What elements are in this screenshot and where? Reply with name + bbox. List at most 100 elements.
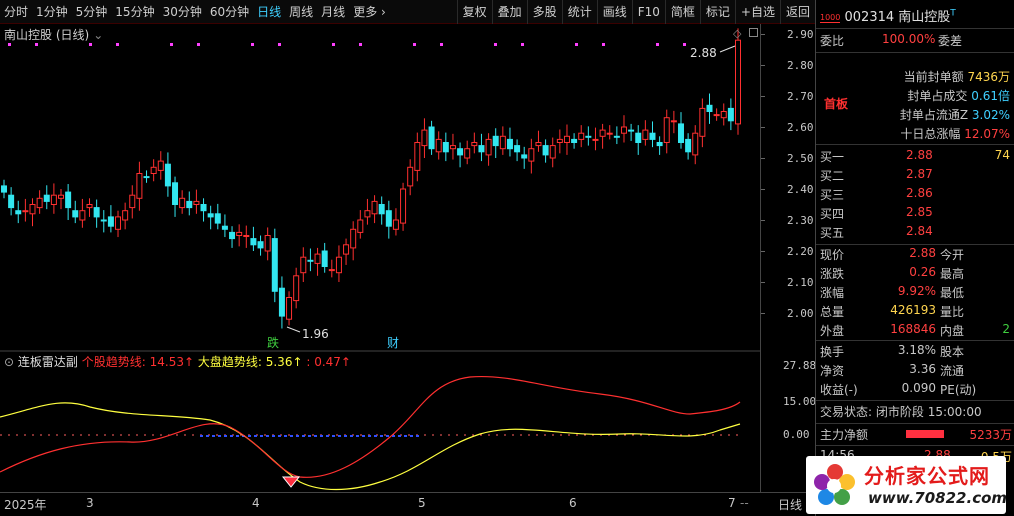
mark-button[interactable]: 标记 xyxy=(699,0,735,24)
scroll-handle[interactable]: -- xyxy=(740,496,749,510)
candle xyxy=(58,194,65,199)
period-label[interactable]: 日线 xyxy=(778,498,803,512)
candle xyxy=(428,126,435,150)
bid-label: 买一 xyxy=(820,150,845,164)
period-tab-fenshi[interactable]: 分时 xyxy=(4,4,29,19)
first-board-tag: 首板 xyxy=(824,97,849,111)
bid-price: 2.87 xyxy=(906,167,933,181)
bid-row[interactable]: 买一 2.88 74 xyxy=(820,148,1010,166)
signal-dot xyxy=(332,43,335,46)
stat-row: 封单占流通Z 3.02% xyxy=(876,106,1010,125)
candle xyxy=(207,213,214,218)
period-tab-15min[interactable]: 15分钟 xyxy=(115,4,155,19)
net-flow-label: 主力净额 xyxy=(820,428,869,442)
period-tab-daily[interactable]: 日线 xyxy=(257,4,282,19)
stat-row: 封单占成交 0.61倍 xyxy=(876,87,1010,106)
price-axis: 2.90 2.80 2.70 2.60 2.50 2.40 2.30 2.20 2.10 2.00 xyxy=(760,24,815,354)
chevron-right-icon: › xyxy=(381,4,386,19)
bid-row[interactable]: 买五 2.84 xyxy=(820,224,1010,242)
bid-row[interactable]: 买四 2.85 xyxy=(820,205,1010,223)
candle xyxy=(8,194,15,209)
f10-button[interactable]: F10 xyxy=(631,0,665,24)
info-icon[interactable]: T xyxy=(950,8,956,19)
multi-stock-button[interactable]: 多股 xyxy=(526,0,562,24)
stock-trend-line xyxy=(0,375,741,478)
stats-button[interactable]: 统计 xyxy=(561,0,597,24)
candle xyxy=(107,216,114,227)
quote-row: 净资 3.36 流通 xyxy=(820,362,1010,380)
period-tab-weekly[interactable]: 周线 xyxy=(289,4,314,19)
back-button[interactable]: 返回 xyxy=(779,0,815,24)
period-tab-more[interactable]: 更多 › xyxy=(349,0,390,24)
settings-icon[interactable]: ⊙ xyxy=(4,355,15,369)
period-tab-1min[interactable]: 1分钟 xyxy=(36,4,68,19)
event-marker[interactable]: 跌 xyxy=(267,335,279,350)
period-tab-5min[interactable]: 5分钟 xyxy=(75,4,108,19)
period-tab-30min[interactable]: 30分钟 xyxy=(162,4,202,19)
quote-row: 涨幅 9.92% 最低 xyxy=(820,284,1010,302)
quote-label-2: 股本 xyxy=(940,345,965,359)
signal-dot xyxy=(35,43,38,46)
quote-value: 0.090 xyxy=(901,381,936,395)
event-marker[interactable]: 财 xyxy=(387,336,399,350)
bid-row[interactable]: 买三 2.86 xyxy=(820,186,1010,204)
candle xyxy=(578,132,585,140)
quote-label: 净资 xyxy=(820,364,845,378)
overlay-button[interactable]: 叠加 xyxy=(491,0,527,24)
candle xyxy=(471,142,478,147)
bid-row[interactable]: 买二 2.87 xyxy=(820,167,1010,185)
indicator-name[interactable]: 连板雷达副 xyxy=(17,355,78,369)
quote-label-2: 最高 xyxy=(940,267,965,281)
candle xyxy=(592,138,599,141)
net-flow-bar xyxy=(906,430,944,438)
period-tab-monthly[interactable]: 月线 xyxy=(321,4,346,19)
stat-label: 封单占流通Z xyxy=(899,108,969,122)
net-flow-value: 5233万 xyxy=(969,428,1012,442)
high-price-label: 2.88 xyxy=(690,46,717,60)
candle xyxy=(392,219,399,230)
chart-title[interactable]: 南山控股 (日线) ⌄ xyxy=(4,26,103,43)
legend-stock-trend-label: 个股趋势线 xyxy=(81,355,142,369)
candle xyxy=(150,166,157,175)
price-tick: 2.10 xyxy=(787,276,814,289)
candle xyxy=(720,111,727,119)
quote-value: 2.88 xyxy=(909,246,936,260)
period-tab-60min[interactable]: 60分钟 xyxy=(209,4,250,19)
candle xyxy=(286,297,293,320)
flower-logo-icon xyxy=(814,464,855,505)
arrow-up-icon: ↑ xyxy=(183,355,195,369)
add-watchlist-button[interactable]: +自选 xyxy=(734,0,780,24)
signal-dot xyxy=(170,43,173,46)
bid-label: 买四 xyxy=(820,207,845,221)
restore-icon[interactable] xyxy=(748,28,758,37)
stat-label: 封单占成交 xyxy=(907,89,968,103)
candle xyxy=(549,145,556,159)
stat-value: 12.07% xyxy=(964,127,1010,141)
signal-dot xyxy=(197,43,200,46)
quote-value: 9.92% xyxy=(897,284,936,298)
weibi-row: 委比 100.00% 委差 xyxy=(820,32,1010,50)
candle xyxy=(521,154,528,159)
candle xyxy=(585,135,592,138)
candle xyxy=(193,200,200,205)
indicator-chart[interactable] xyxy=(0,352,760,492)
fuquan-button[interactable]: 复权 xyxy=(456,0,492,24)
candle xyxy=(229,231,236,240)
candle xyxy=(713,114,720,117)
draw-line-button[interactable]: 画线 xyxy=(596,0,632,24)
stock-name: 南山控股 xyxy=(898,10,951,25)
signal-dot xyxy=(8,43,11,46)
stat-row: 当前封单额 7436万 xyxy=(876,68,1010,87)
signal-dot xyxy=(116,43,119,46)
bid-label: 买三 xyxy=(820,188,845,202)
stat-value: 7436万 xyxy=(967,70,1010,84)
trade-status-value: 闭市阶段 15:00:00 xyxy=(875,405,982,419)
trade-status-label: 交易状态: xyxy=(820,405,873,419)
watermark-title: 分析家公式网 xyxy=(864,464,990,488)
price-tick: 2.20 xyxy=(787,245,814,258)
candlestick-chart[interactable]: 2.88 1.96 跌 财 xyxy=(0,24,760,352)
diamond-icon[interactable]: ◇ xyxy=(733,27,742,40)
simple-frame-button[interactable]: 简框 xyxy=(664,0,700,24)
stat-value: 3.02% xyxy=(971,108,1010,122)
chevron-down-icon[interactable]: ⌄ xyxy=(93,28,104,42)
